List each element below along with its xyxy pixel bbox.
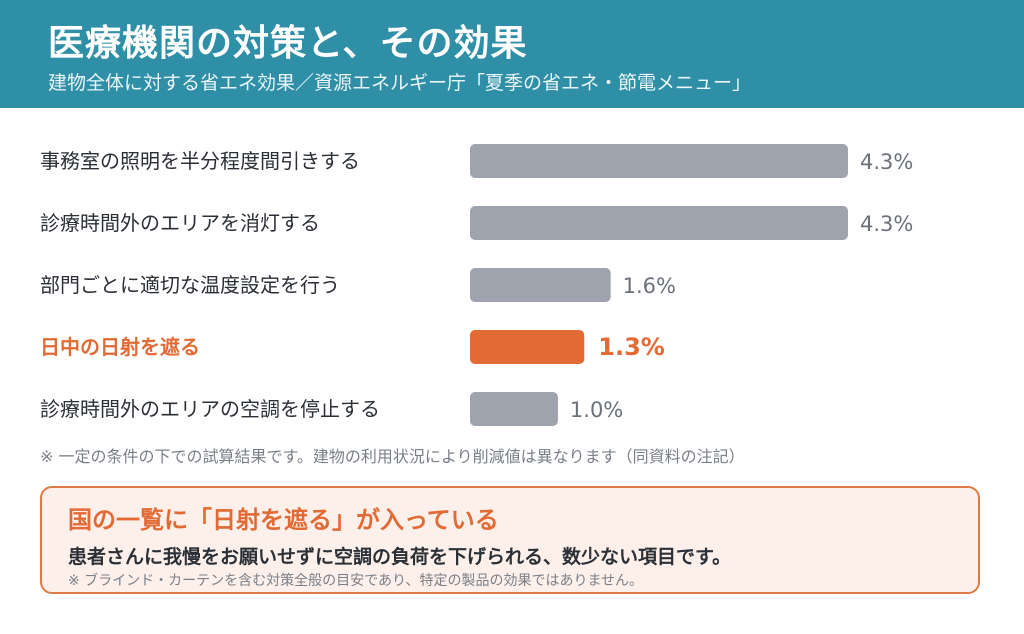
page-title: 医療機関の対策と、その効果 <box>48 23 528 64</box>
header-banner: 医療機関の対策と、その効果 建物全体に対する省エネ効果／資源エネルギー庁「夏季の… <box>0 0 1024 108</box>
value-label: 4.3% <box>860 212 913 236</box>
value-label: 4.3% <box>860 150 913 174</box>
category-label: 診療時間外のエリアの空調を停止する <box>40 397 380 421</box>
callout-body: 患者さんに我慢をお願いせずに空調の負荷を下げられる、数少ない項目です。 <box>68 546 732 568</box>
bar <box>470 392 558 426</box>
value-label: 1.6% <box>623 274 676 298</box>
category-label: 日中の日射を遮る <box>40 335 200 359</box>
bar <box>470 268 611 302</box>
bar <box>470 144 848 178</box>
bar <box>470 330 585 364</box>
value-label: 1.3% <box>598 333 665 361</box>
callout-title: 国の一覧に「日射を遮る」が入っている <box>68 506 499 534</box>
page-subtitle: 建物全体に対する省エネ効果／資源エネルギー庁「夏季の省エネ・節電メニュー」 <box>48 72 752 94</box>
callout-note: ※ ブラインド・カーテンを含む対策全般の目安であり、特定の製品の効果ではありませ… <box>68 573 644 589</box>
value-label: 1.0% <box>570 398 623 422</box>
category-label: 診療時間外のエリアを消灯する <box>40 211 320 235</box>
category-label: 部門ごとに適切な温度設定を行う <box>40 273 340 297</box>
bar <box>470 206 848 240</box>
callout-box: 国の一覧に「日射を遮る」が入っている 患者さんに我慢をお願いせずに空調の負荷を下… <box>40 486 980 594</box>
footnote: ※ 一定の条件の下での試算結果です。建物の利用状況により削減値は異なります（同資… <box>40 447 745 466</box>
bar-chart: 事務室の照明を半分程度間引きする 4.3% 診療時間外のエリアを消灯する 4.3% 部門… <box>40 144 913 426</box>
category-label: 事務室の照明を半分程度間引きする <box>40 149 360 173</box>
